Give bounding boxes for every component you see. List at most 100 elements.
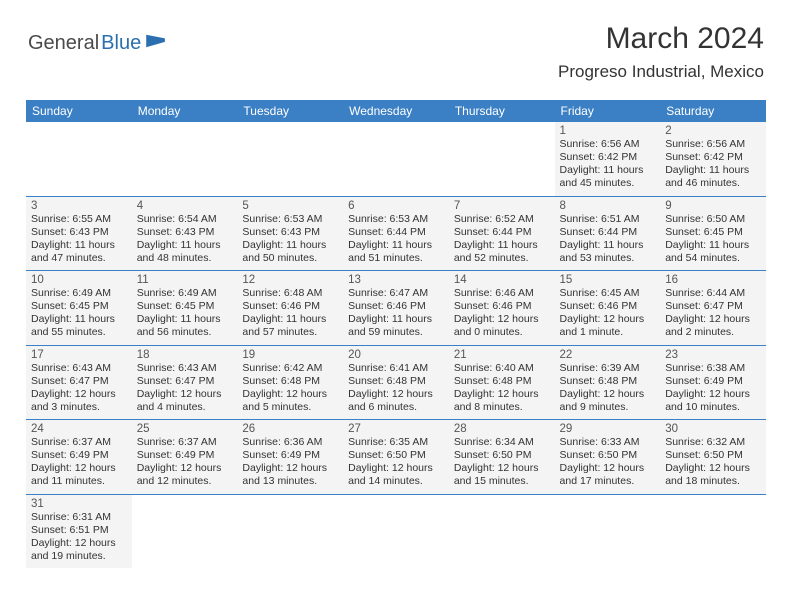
calendar-cell: 12Sunrise: 6:48 AMSunset: 6:46 PMDayligh… (237, 271, 343, 346)
calendar-cell: 15Sunrise: 6:45 AMSunset: 6:46 PMDayligh… (555, 271, 661, 346)
calendar-cell (26, 122, 132, 196)
calendar-cell: 10Sunrise: 6:49 AMSunset: 6:45 PMDayligh… (26, 271, 132, 346)
day-number: 7 (454, 200, 550, 212)
calendar-cell: 22Sunrise: 6:39 AMSunset: 6:48 PMDayligh… (555, 345, 661, 420)
day-info: Sunrise: 6:43 AMSunset: 6:47 PMDaylight:… (137, 362, 233, 415)
calendar-cell (237, 122, 343, 196)
day-info: Sunrise: 6:32 AMSunset: 6:50 PMDaylight:… (665, 436, 761, 489)
calendar-cell: 19Sunrise: 6:42 AMSunset: 6:48 PMDayligh… (237, 345, 343, 420)
calendar-cell: 28Sunrise: 6:34 AMSunset: 6:50 PMDayligh… (449, 420, 555, 495)
calendar-cell: 1Sunrise: 6:56 AMSunset: 6:42 PMDaylight… (555, 122, 661, 196)
day-info: Sunrise: 6:46 AMSunset: 6:46 PMDaylight:… (454, 287, 550, 340)
day-info: Sunrise: 6:43 AMSunset: 6:47 PMDaylight:… (31, 362, 127, 415)
calendar-cell: 11Sunrise: 6:49 AMSunset: 6:45 PMDayligh… (132, 271, 238, 346)
calendar-cell: 8Sunrise: 6:51 AMSunset: 6:44 PMDaylight… (555, 196, 661, 271)
day-number: 13 (348, 274, 444, 286)
calendar-cell: 2Sunrise: 6:56 AMSunset: 6:42 PMDaylight… (660, 122, 766, 196)
day-number: 31 (31, 498, 127, 510)
day-number: 10 (31, 274, 127, 286)
day-number: 6 (348, 200, 444, 212)
day-info: Sunrise: 6:53 AMSunset: 6:43 PMDaylight:… (242, 213, 338, 266)
day-info: Sunrise: 6:44 AMSunset: 6:47 PMDaylight:… (665, 287, 761, 340)
calendar-cell: 29Sunrise: 6:33 AMSunset: 6:50 PMDayligh… (555, 420, 661, 495)
calendar-cell: 20Sunrise: 6:41 AMSunset: 6:48 PMDayligh… (343, 345, 449, 420)
day-info: Sunrise: 6:41 AMSunset: 6:48 PMDaylight:… (348, 362, 444, 415)
day-number: 29 (560, 423, 656, 435)
calendar-cell: 14Sunrise: 6:46 AMSunset: 6:46 PMDayligh… (449, 271, 555, 346)
calendar-cell: 18Sunrise: 6:43 AMSunset: 6:47 PMDayligh… (132, 345, 238, 420)
calendar-table: SundayMondayTuesdayWednesdayThursdayFrid… (26, 100, 766, 568)
logo-text-blue: Blue (101, 32, 141, 55)
day-info: Sunrise: 6:33 AMSunset: 6:50 PMDaylight:… (560, 436, 656, 489)
calendar-cell: 9Sunrise: 6:50 AMSunset: 6:45 PMDaylight… (660, 196, 766, 271)
calendar-cell (132, 122, 238, 196)
calendar-cell (343, 494, 449, 568)
day-number: 22 (560, 349, 656, 361)
day-info: Sunrise: 6:39 AMSunset: 6:48 PMDaylight:… (560, 362, 656, 415)
day-number: 1 (560, 125, 656, 137)
day-number: 20 (348, 349, 444, 361)
day-number: 21 (454, 349, 550, 361)
day-number: 4 (137, 200, 233, 212)
calendar-cell: 13Sunrise: 6:47 AMSunset: 6:46 PMDayligh… (343, 271, 449, 346)
day-number: 17 (31, 349, 127, 361)
day-info: Sunrise: 6:49 AMSunset: 6:45 PMDaylight:… (137, 287, 233, 340)
day-info: Sunrise: 6:53 AMSunset: 6:44 PMDaylight:… (348, 213, 444, 266)
day-info: Sunrise: 6:37 AMSunset: 6:49 PMDaylight:… (31, 436, 127, 489)
day-number: 2 (665, 125, 761, 137)
day-number: 25 (137, 423, 233, 435)
calendar-cell: 6Sunrise: 6:53 AMSunset: 6:44 PMDaylight… (343, 196, 449, 271)
calendar-cell: 24Sunrise: 6:37 AMSunset: 6:49 PMDayligh… (26, 420, 132, 495)
calendar-cell: 5Sunrise: 6:53 AMSunset: 6:43 PMDaylight… (237, 196, 343, 271)
day-number: 24 (31, 423, 127, 435)
calendar-cell: 16Sunrise: 6:44 AMSunset: 6:47 PMDayligh… (660, 271, 766, 346)
day-number: 18 (137, 349, 233, 361)
calendar-cell (449, 494, 555, 568)
calendar-cell: 26Sunrise: 6:36 AMSunset: 6:49 PMDayligh… (237, 420, 343, 495)
logo: General Blue (28, 32, 167, 55)
day-info: Sunrise: 6:56 AMSunset: 6:42 PMDaylight:… (665, 138, 761, 191)
calendar-cell (237, 494, 343, 568)
day-info: Sunrise: 6:38 AMSunset: 6:49 PMDaylight:… (665, 362, 761, 415)
day-info: Sunrise: 6:35 AMSunset: 6:50 PMDaylight:… (348, 436, 444, 489)
flag-icon (145, 33, 167, 49)
title-block: March 2024 Progreso Industrial, Mexico (558, 22, 764, 82)
day-info: Sunrise: 6:37 AMSunset: 6:49 PMDaylight:… (137, 436, 233, 489)
calendar-cell (660, 494, 766, 568)
calendar-cell: 17Sunrise: 6:43 AMSunset: 6:47 PMDayligh… (26, 345, 132, 420)
day-number: 14 (454, 274, 550, 286)
day-number: 16 (665, 274, 761, 286)
location: Progreso Industrial, Mexico (558, 62, 764, 82)
day-info: Sunrise: 6:56 AMSunset: 6:42 PMDaylight:… (560, 138, 656, 191)
day-info: Sunrise: 6:55 AMSunset: 6:43 PMDaylight:… (31, 213, 127, 266)
logo-text-general: General (28, 32, 99, 55)
day-info: Sunrise: 6:34 AMSunset: 6:50 PMDaylight:… (454, 436, 550, 489)
day-info: Sunrise: 6:49 AMSunset: 6:45 PMDaylight:… (31, 287, 127, 340)
day-number: 15 (560, 274, 656, 286)
day-info: Sunrise: 6:50 AMSunset: 6:45 PMDaylight:… (665, 213, 761, 266)
weekday-header: Sunday (26, 100, 132, 122)
day-info: Sunrise: 6:52 AMSunset: 6:44 PMDaylight:… (454, 213, 550, 266)
calendar-cell (132, 494, 238, 568)
calendar-cell (555, 494, 661, 568)
weekday-header: Monday (132, 100, 238, 122)
calendar-cell: 7Sunrise: 6:52 AMSunset: 6:44 PMDaylight… (449, 196, 555, 271)
day-number: 28 (454, 423, 550, 435)
calendar-cell: 3Sunrise: 6:55 AMSunset: 6:43 PMDaylight… (26, 196, 132, 271)
day-info: Sunrise: 6:42 AMSunset: 6:48 PMDaylight:… (242, 362, 338, 415)
calendar-cell: 21Sunrise: 6:40 AMSunset: 6:48 PMDayligh… (449, 345, 555, 420)
day-number: 19 (242, 349, 338, 361)
day-number: 3 (31, 200, 127, 212)
day-info: Sunrise: 6:36 AMSunset: 6:49 PMDaylight:… (242, 436, 338, 489)
day-number: 27 (348, 423, 444, 435)
day-number: 8 (560, 200, 656, 212)
calendar-cell (343, 122, 449, 196)
weekday-header: Thursday (449, 100, 555, 122)
calendar-cell: 23Sunrise: 6:38 AMSunset: 6:49 PMDayligh… (660, 345, 766, 420)
day-info: Sunrise: 6:54 AMSunset: 6:43 PMDaylight:… (137, 213, 233, 266)
calendar-cell (449, 122, 555, 196)
day-number: 11 (137, 274, 233, 286)
weekday-header: Tuesday (237, 100, 343, 122)
day-number: 30 (665, 423, 761, 435)
day-number: 26 (242, 423, 338, 435)
